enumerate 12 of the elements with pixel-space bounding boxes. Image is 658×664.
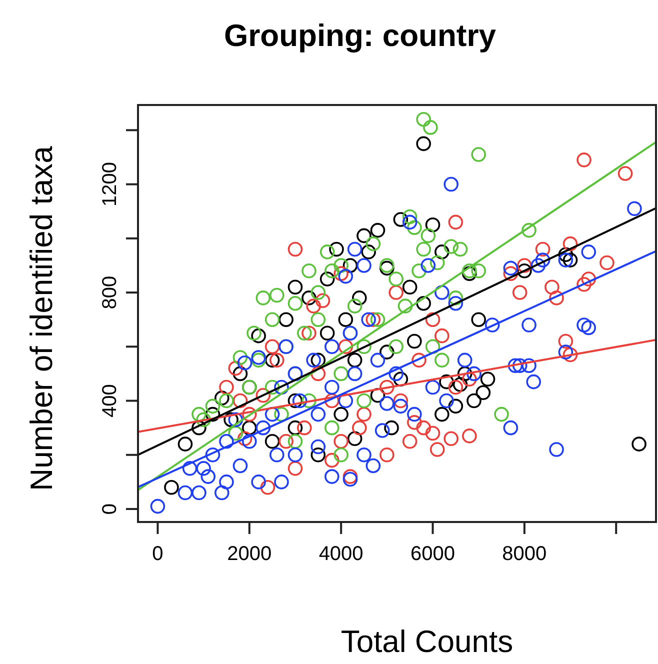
y-tick-label: 800 xyxy=(99,276,121,310)
x-axis-title: Total Counts xyxy=(340,624,514,659)
x-tick-label: 2000 xyxy=(227,543,272,565)
x-tick-label: 0 xyxy=(152,543,164,565)
x-tick-label: 8000 xyxy=(502,543,547,565)
x-tick-label: 6000 xyxy=(410,543,456,565)
y-tick-label: 0 xyxy=(99,503,121,515)
y-tick-label: 400 xyxy=(99,384,121,418)
chart-title: Grouping: country xyxy=(224,18,497,53)
y-axis-title: Number of identified taxa xyxy=(24,145,59,491)
x-tick-label: 4000 xyxy=(318,543,364,565)
y-tick-label: 1200 xyxy=(99,162,121,207)
